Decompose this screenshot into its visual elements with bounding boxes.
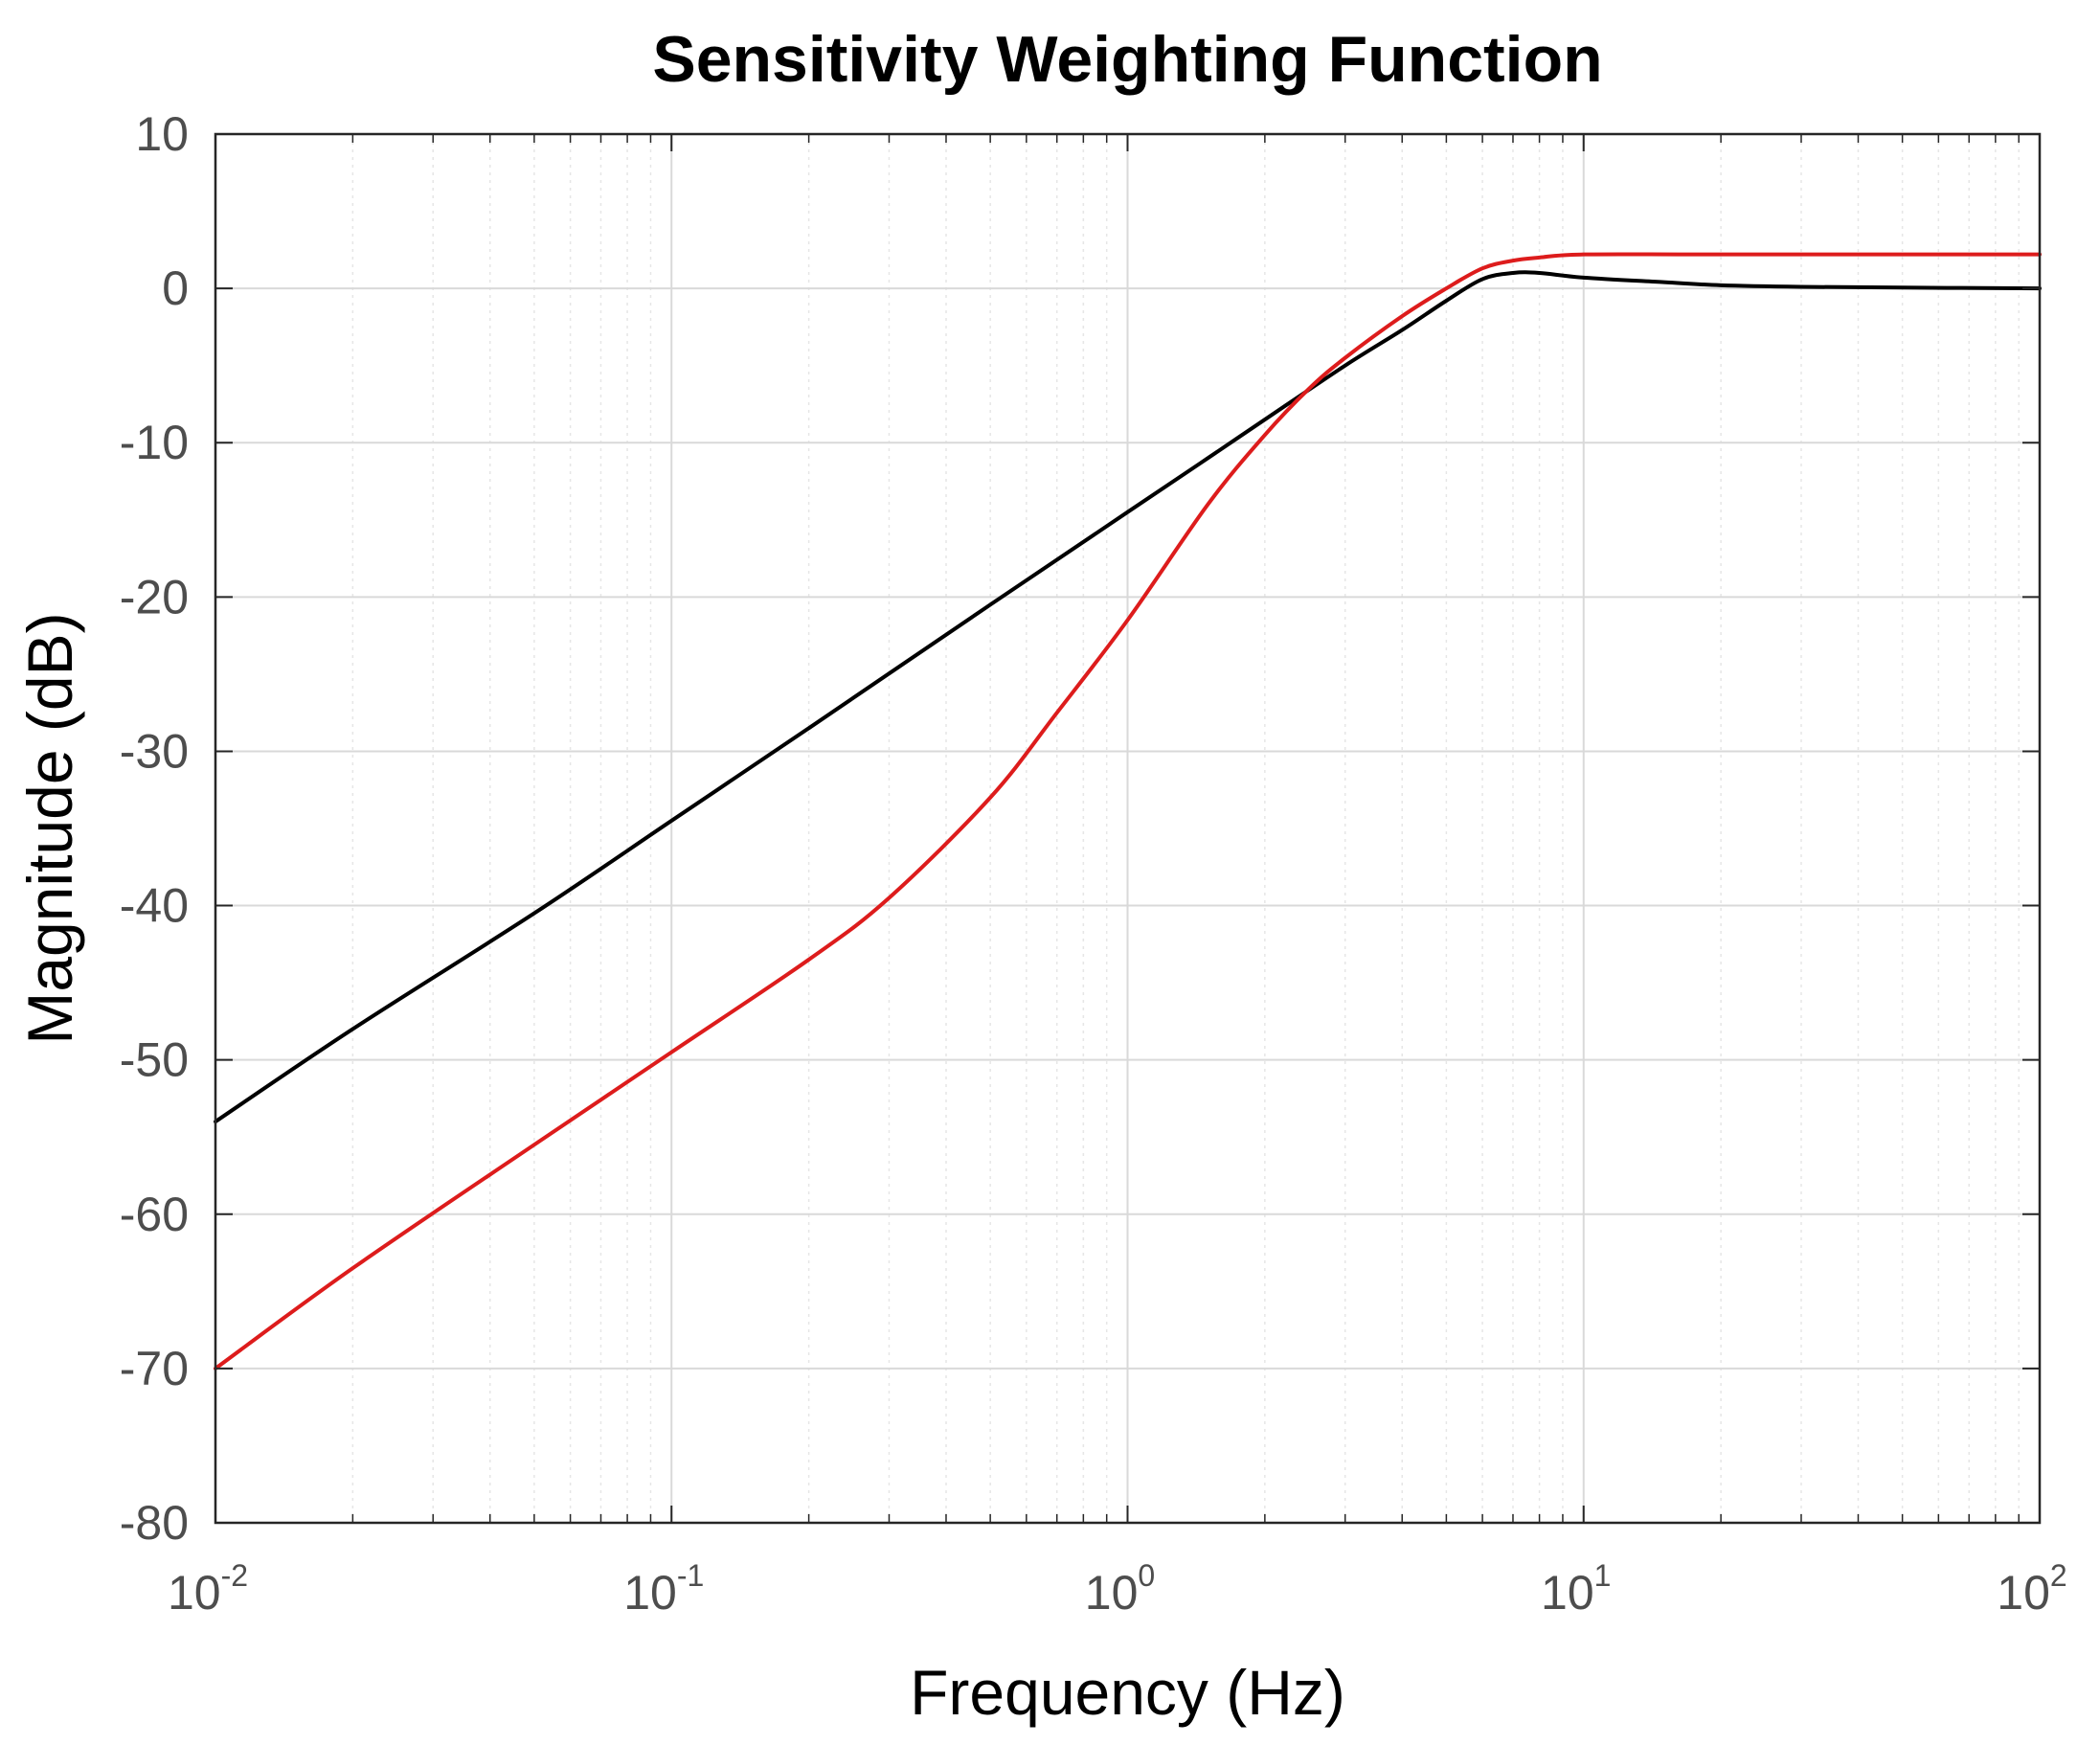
major-grid (215, 133, 2041, 1524)
y-tick-label: -10 (120, 416, 189, 469)
y-tick-label: 10 (135, 107, 189, 161)
y-tick-label: -20 (120, 570, 189, 623)
y-tick-label: 0 (162, 261, 189, 315)
series-line-red (214, 252, 2042, 1371)
y-tick-label: -80 (120, 1496, 189, 1550)
x-tick-label: 102 (1997, 1558, 2066, 1620)
y-tick-label: -40 (120, 879, 189, 933)
y-tick-label: -60 (120, 1188, 189, 1241)
x-tick-label: 10-1 (623, 1558, 704, 1620)
y-axis-label: Magnitude (dB) (14, 612, 85, 1044)
y-tick-label: -70 (120, 1342, 189, 1395)
x-tick-label: 10-2 (168, 1558, 248, 1620)
y-tick-label: -30 (120, 724, 189, 778)
series-layer (214, 252, 2042, 1371)
x-tick-label: 100 (1085, 1558, 1155, 1620)
chart-title: Sensitivity Weighting Function (652, 23, 1602, 96)
x-axis-label: Frequency (Hz) (910, 1657, 1345, 1728)
y-tick-label: -50 (120, 1033, 189, 1087)
x-tick-label: 101 (1541, 1558, 1611, 1620)
ticks-layer: 10-2 10-1 100 101 102100-10-20-30-40-50-60-7… (120, 107, 2067, 1620)
